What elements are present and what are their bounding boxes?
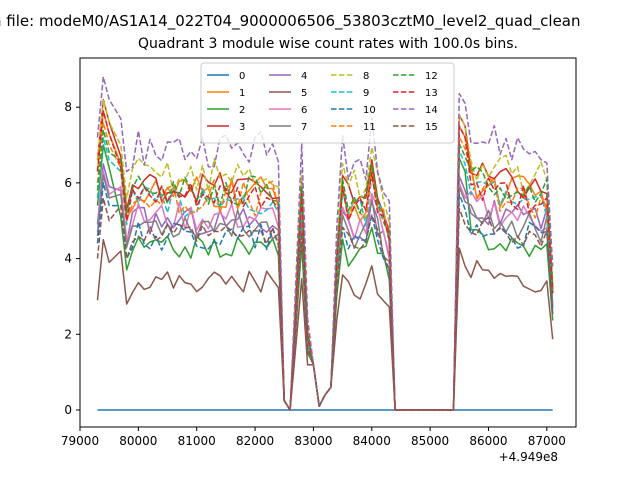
x-tick-label: 80000 (119, 434, 157, 448)
series-line-7 (96, 174, 554, 411)
series-layer (96, 76, 554, 411)
y-axis: 0 2 4 6 8 (64, 100, 80, 417)
series-line-14 (96, 76, 554, 411)
x-axis: 79000 80000 81000 82000 83000 84000 85000 86000… (61, 427, 566, 448)
plot-frame (79, 57, 577, 428)
series-line-15 (96, 197, 554, 411)
y-tick-label: 0 (64, 403, 72, 417)
legend-label: 6 (301, 105, 307, 116)
legend-label: 14 (425, 105, 438, 116)
x-tick-label: 84000 (353, 434, 391, 448)
x-tick-label: 86000 (469, 434, 507, 448)
series-line-8 (96, 98, 554, 411)
x-tick-label: 85000 (411, 434, 449, 448)
legend-label: 3 (239, 122, 245, 133)
legend-label: 15 (425, 122, 438, 133)
series-line-12 (96, 129, 554, 411)
y-tick-label: 6 (64, 176, 72, 190)
legend-label: 5 (301, 88, 307, 99)
legend-label: 9 (363, 88, 369, 99)
series-line-1 (96, 110, 554, 411)
legend-label: 10 (363, 105, 376, 116)
y-tick-label: 4 (64, 252, 72, 266)
series-line-2 (96, 144, 554, 411)
x-tick-label: 83000 (294, 434, 332, 448)
x-tick-label: 87000 (528, 434, 566, 448)
figure-suptitle: n file: modeM0/AS1A14_022T04_9000006506_… (0, 12, 581, 30)
legend-label: 13 (425, 88, 438, 99)
legend-label: 11 (363, 122, 376, 133)
x-tick-label: 82000 (236, 434, 274, 448)
chart-title: Quadrant 3 module wise count rates with … (138, 36, 518, 52)
series-line-10 (96, 182, 554, 411)
x-tick-label: 81000 (178, 434, 216, 448)
legend-label: 4 (301, 71, 307, 82)
legend-label: 2 (239, 105, 245, 116)
legend-label: 0 (239, 71, 245, 82)
series-line-13 (96, 110, 554, 411)
legend-label: 8 (363, 71, 369, 82)
legend-label: 7 (301, 122, 307, 133)
y-tick-label: 8 (64, 100, 72, 114)
legend-label: 1 (239, 88, 245, 99)
series-line-5 (96, 238, 554, 411)
legend-label: 12 (425, 71, 438, 82)
legend-box (200, 62, 455, 144)
x-axis-offset-label: +4.949e8 (498, 450, 558, 464)
y-tick-label: 2 (64, 327, 72, 341)
x-tick-label: 79000 (61, 434, 99, 448)
